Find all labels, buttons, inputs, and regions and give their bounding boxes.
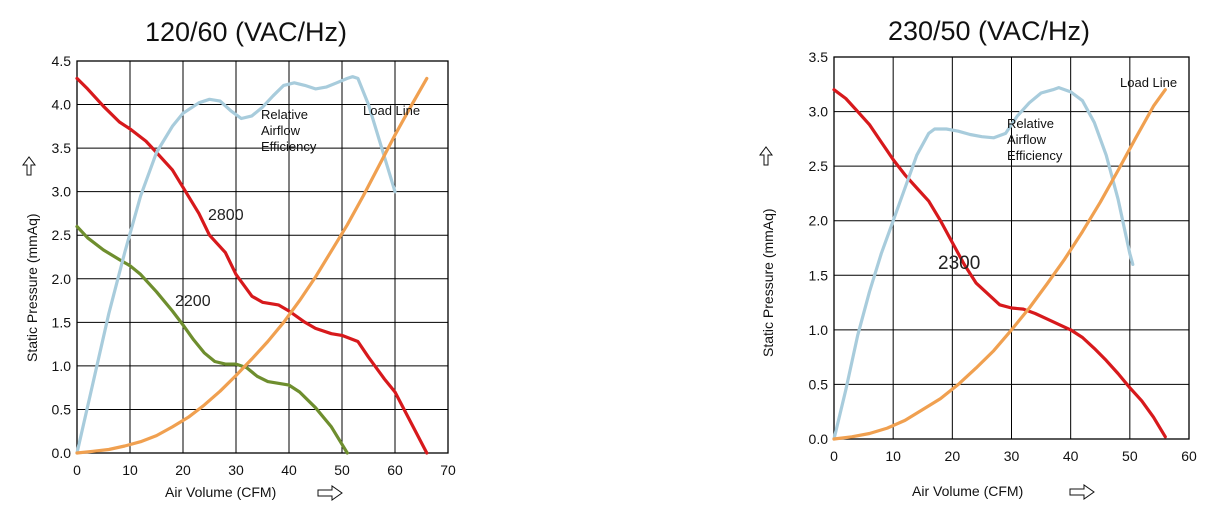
left-x-arrow-icon: [317, 485, 343, 501]
y-tick-label: 2.5: [52, 227, 72, 243]
y-tick-label: 0.0: [52, 445, 72, 461]
y-tick-label: 3.5: [809, 49, 829, 65]
y-tick-label: 1.0: [809, 322, 829, 338]
x-tick-label: 40: [281, 462, 297, 478]
x-tick-label: 20: [945, 448, 961, 464]
left-load-line-label: Load Line: [363, 103, 420, 118]
left-y-tick-labels: 0.0 0.5 1.0 1.5 2.0 2.5 3.0 3.5 4.0 4.5: [52, 53, 72, 461]
x-tick-label: 70: [440, 462, 456, 478]
y-tick-label: 0.5: [809, 376, 829, 392]
series-line-2800: [75, 76, 429, 455]
x-tick-label: 0: [73, 462, 81, 478]
right-y-axis-label: Static Pressure (mmAq): [760, 208, 776, 357]
right-annotation-line-2: Airflow: [1007, 132, 1047, 147]
left-x-axis-label: Air Volume (CFM): [165, 484, 276, 500]
right-chart: 230/50 (VAC/Hz) 0.0 0.5 1.0 1.5 2.0 2.5 3.0 3.5…: [759, 16, 1197, 500]
y-tick-label: 3.5: [52, 140, 72, 156]
y-tick-label: 1.5: [52, 314, 72, 330]
y-tick-label: 3.0: [52, 184, 72, 200]
x-tick-label: 60: [1181, 448, 1197, 464]
right-2300-label: 2300: [938, 253, 980, 274]
left-chart-title: 120/60 (VAC/Hz): [145, 17, 347, 47]
right-x-tick-labels: 0 10 20 30 40 50 60: [830, 448, 1197, 464]
series-line-2300: [832, 88, 1167, 439]
right-annotation-line-1: Relative: [1007, 116, 1054, 131]
series-line-load-line: [832, 88, 1167, 441]
y-tick-label: 4.0: [52, 97, 72, 113]
left-plot-frame: [76, 60, 449, 454]
left-2800-label: 2800: [208, 207, 244, 224]
x-tick-label: 10: [122, 462, 138, 478]
x-tick-label: 50: [1122, 448, 1138, 464]
y-tick-label: 0.5: [52, 401, 72, 417]
series-line-load-line: [75, 76, 429, 455]
right-grid: [834, 57, 1189, 439]
series-line-relative-airflow-efficiency: [832, 86, 1135, 441]
right-chart-title: 230/50 (VAC/Hz): [888, 16, 1090, 46]
left-annotation-line-3: Efficiency: [261, 139, 317, 154]
right-plot-frame: [833, 56, 1190, 440]
x-tick-label: 30: [1004, 448, 1020, 464]
x-tick-label: 50: [334, 462, 350, 478]
series-line-relative-airflow-efficiency: [75, 75, 397, 455]
x-tick-label: 20: [175, 462, 191, 478]
y-tick-label: 2.5: [809, 158, 829, 174]
y-tick-label: 1.5: [809, 267, 829, 283]
x-tick-label: 30: [228, 462, 244, 478]
y-tick-label: 2.0: [52, 271, 72, 287]
left-series-lines: [75, 75, 429, 455]
right-y-arrow-icon: [759, 146, 773, 166]
y-tick-label: 4.5: [52, 53, 72, 69]
left-2200-label: 2200: [175, 293, 211, 310]
x-tick-label: 10: [885, 448, 901, 464]
right-series-lines: [832, 86, 1167, 441]
y-tick-label: 1.0: [52, 358, 72, 374]
right-x-arrow-icon: [1069, 484, 1095, 500]
y-tick-label: 3.0: [809, 104, 829, 120]
x-tick-label: 60: [387, 462, 403, 478]
left-y-axis-label: Static Pressure (mmAq): [24, 213, 40, 362]
right-load-line-label: Load Line: [1120, 75, 1177, 90]
x-tick-label: 0: [830, 448, 838, 464]
left-annotation-line-1: Relative: [261, 107, 308, 122]
y-tick-label: 2.0: [809, 213, 829, 229]
x-tick-label: 40: [1063, 448, 1079, 464]
series-line-2200: [75, 224, 349, 455]
right-annotation-line-3: Efficiency: [1007, 148, 1063, 163]
right-y-tick-labels: 0.0 0.5 1.0 1.5 2.0 2.5 3.0 3.5: [809, 49, 829, 447]
y-tick-label: 0.0: [809, 431, 829, 447]
left-x-tick-labels: 0 10 20 30 40 50 60 70: [73, 462, 456, 478]
left-grid: [77, 61, 448, 453]
right-x-axis-label: Air Volume (CFM): [912, 483, 1023, 499]
left-annotation-line-2: Airflow: [261, 123, 301, 138]
left-y-arrow-icon: [22, 156, 36, 176]
left-chart: 120/60 (VAC/Hz) 0.0 0.5 1.0 1.5 2.0 2.5 3.0 3.5…: [22, 17, 456, 501]
